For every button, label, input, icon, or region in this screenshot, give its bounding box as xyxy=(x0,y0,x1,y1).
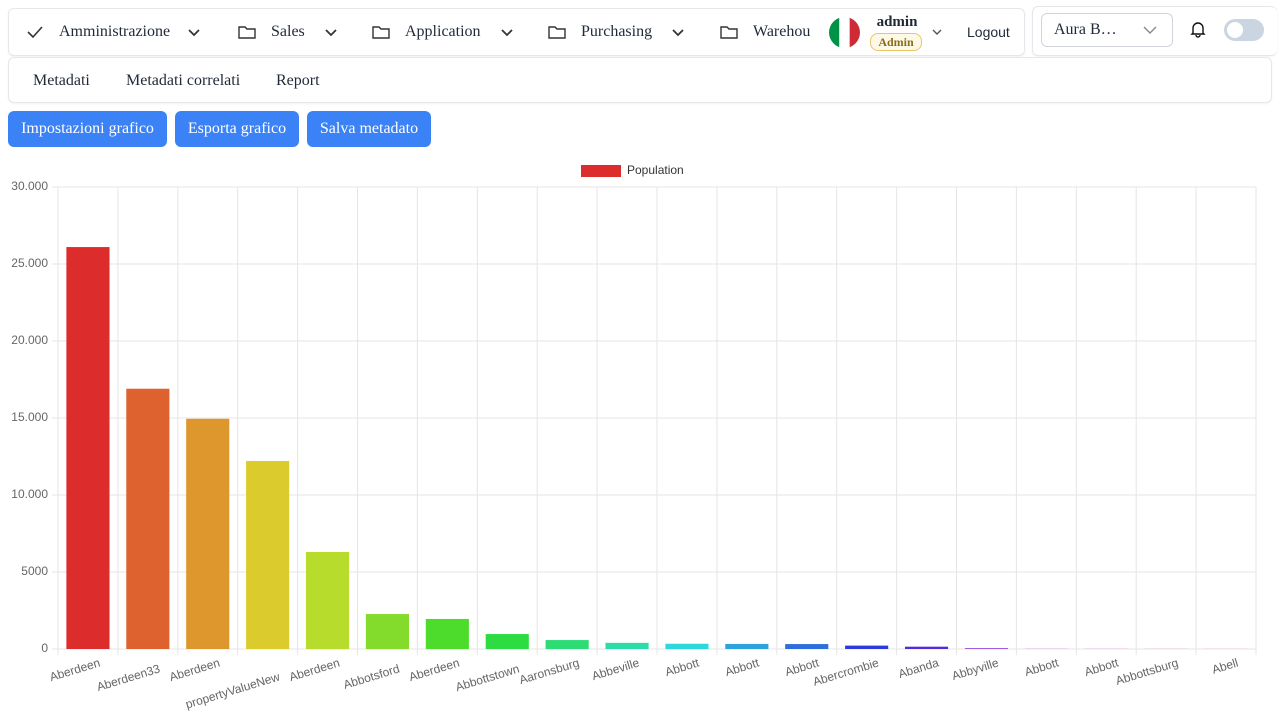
button[interactable]: Esporta grafico xyxy=(175,111,299,147)
toggle[interactable] xyxy=(1224,19,1264,41)
bar xyxy=(845,645,889,649)
right-panel: Aura B… xyxy=(1032,6,1277,56)
bar xyxy=(904,646,949,649)
bar xyxy=(964,648,1009,649)
nav-item[interactable]: Warehou xyxy=(719,9,810,55)
nav-label[interactable]: Warehou xyxy=(753,23,811,40)
bar xyxy=(246,460,290,649)
y-tick-label: 20.000 xyxy=(11,333,48,347)
x-tick-label: Abbott xyxy=(663,655,701,679)
bar xyxy=(785,644,829,649)
x-tick-label: Aberdeen xyxy=(168,656,222,685)
y-tick-label: 10.000 xyxy=(11,487,48,501)
x-tick-label: Abercrombie xyxy=(811,655,880,688)
nav-item[interactable]: Amministrazione xyxy=(25,9,202,55)
x-tick-label: Abbeville xyxy=(590,655,641,683)
y-tick-label: 30.000 xyxy=(11,179,48,193)
x-tick-label: Abbottsburg xyxy=(1114,656,1180,688)
bar xyxy=(66,247,110,649)
bar xyxy=(305,551,350,649)
bar xyxy=(126,388,170,649)
nav-label[interactable]: Sales xyxy=(271,23,305,40)
x-tick-label: Abanda xyxy=(897,655,941,681)
flag-icon[interactable] xyxy=(829,17,860,48)
legend-label: Population xyxy=(627,163,684,177)
x-tick-label: Aaronsburg xyxy=(518,656,581,688)
select[interactable]: Aura B… xyxy=(1041,13,1173,47)
user-name[interactable]: admin xyxy=(876,14,918,30)
x-tick-label: Abell xyxy=(1210,656,1240,677)
nav-label[interactable]: Application xyxy=(405,23,481,40)
y-tick-label: 0 xyxy=(41,641,48,655)
role-badge: Admin xyxy=(870,33,922,51)
nav-item[interactable]: Sales xyxy=(237,9,339,55)
bar xyxy=(485,634,529,649)
x-tick-label: Aberdeen xyxy=(48,656,102,685)
x-tick-label: Abbott xyxy=(723,655,761,679)
nav-label[interactable]: Amministrazione xyxy=(59,23,171,40)
x-tick-label: Abbotsford xyxy=(342,662,402,692)
y-tick-label: 25.000 xyxy=(11,256,48,270)
bar xyxy=(605,642,649,649)
legend-swatch xyxy=(581,165,621,177)
chart: 0 5000 10.000 15.000 20.000 25.000 30.000 Popul… xyxy=(11,163,1257,712)
nav-label[interactable]: Purchasing xyxy=(581,23,653,40)
tab-bar: Metadati Metadati correlati Report xyxy=(8,57,1272,103)
tab[interactable]: Report xyxy=(276,72,320,89)
bar xyxy=(725,643,769,649)
x-tick-label: Aberdeen xyxy=(287,656,341,685)
x-tick-label: Abbott xyxy=(1023,655,1061,679)
tab[interactable]: Metadati xyxy=(33,72,90,89)
bar xyxy=(186,418,230,649)
y-tick-label: 5000 xyxy=(21,564,48,578)
button[interactable]: Salva metadato xyxy=(307,111,431,147)
bell-icon[interactable] xyxy=(1189,20,1207,38)
x-tick-label: Abbyville xyxy=(950,655,1000,683)
nav-item[interactable]: Application xyxy=(371,9,515,55)
select-value[interactable]: Aura B… xyxy=(1054,21,1117,38)
button[interactable]: Impostazioni grafico xyxy=(8,111,167,147)
nav-item[interactable]: Purchasing xyxy=(547,9,686,55)
logout[interactable]: Logout xyxy=(967,24,1010,40)
x-tick-label: Aberdeen33 xyxy=(95,661,162,694)
tab[interactable]: Metadati correlati xyxy=(126,72,241,89)
user-chevron[interactable] xyxy=(931,26,943,38)
x-tick-label: Abbottstown xyxy=(454,662,521,695)
bar xyxy=(365,614,410,649)
top-nav: Amministrazione Sales Application Purcha… xyxy=(8,8,1025,56)
bar xyxy=(425,618,469,649)
x-tick-label: Aberdeen xyxy=(407,656,461,685)
bar xyxy=(665,643,709,649)
y-tick-label: 15.000 xyxy=(11,410,48,424)
bar xyxy=(545,640,589,649)
